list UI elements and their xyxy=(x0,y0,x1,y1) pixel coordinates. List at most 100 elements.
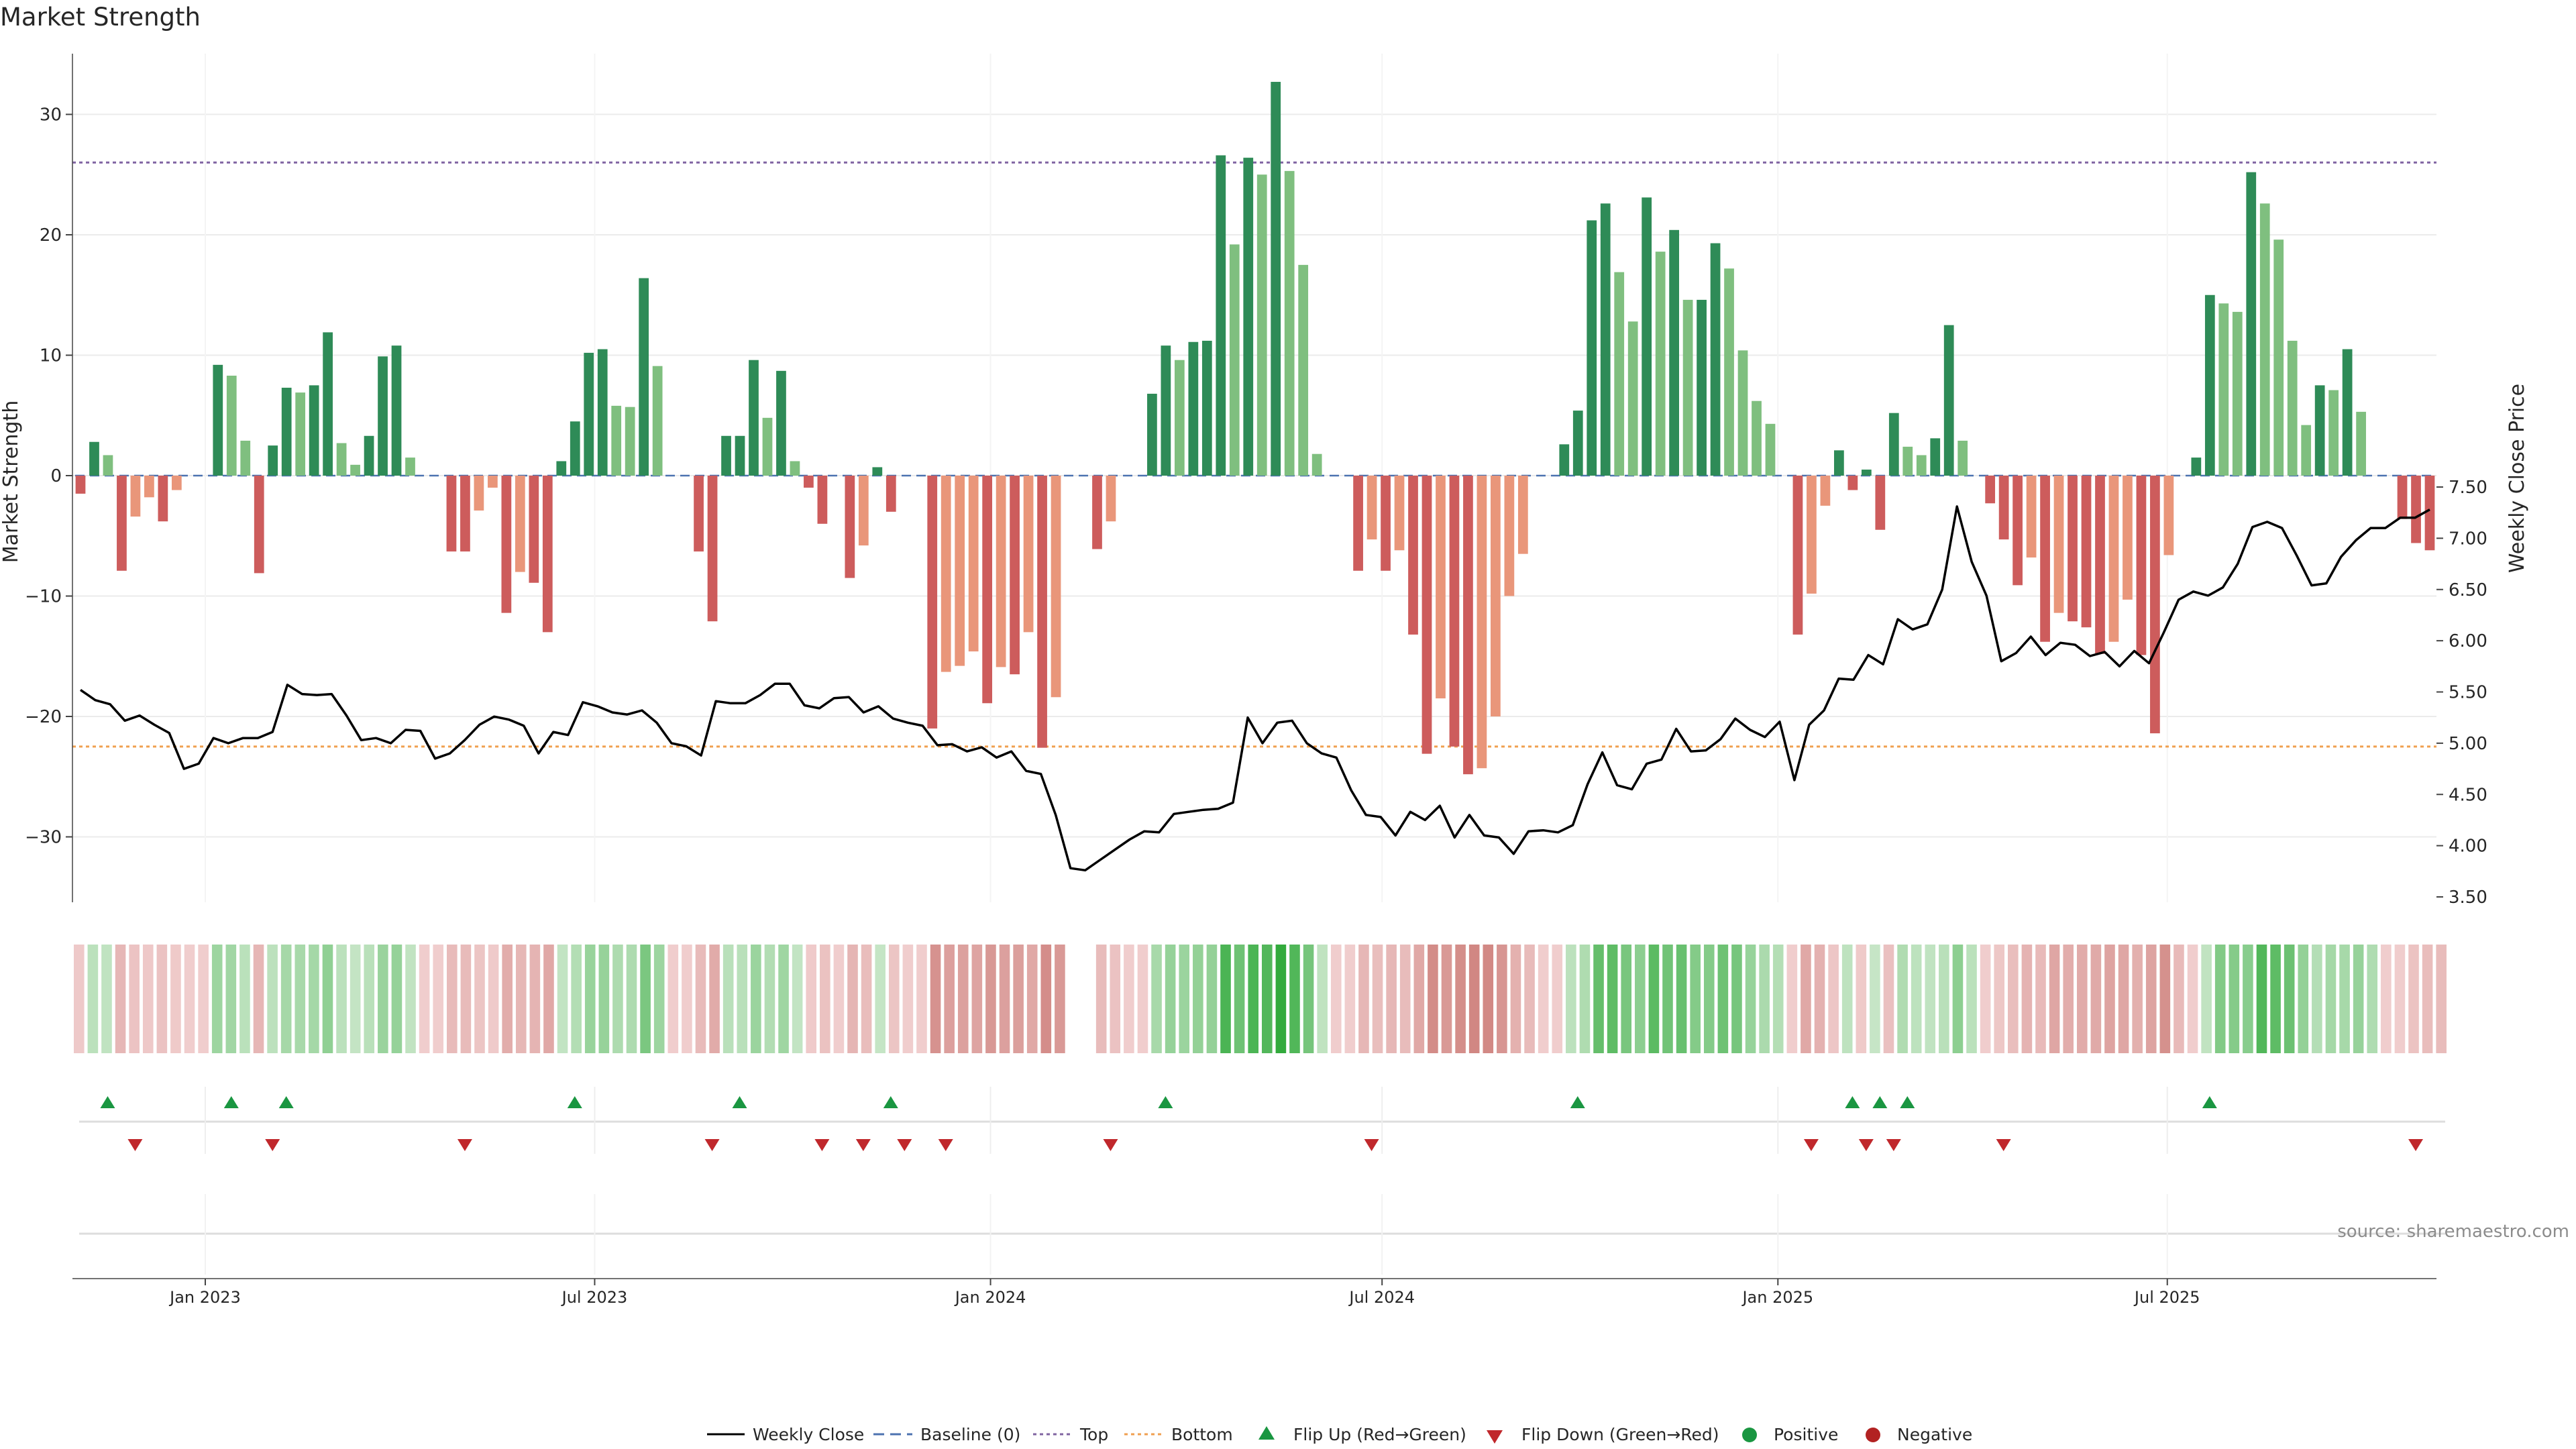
heat-cell xyxy=(1483,945,1494,1053)
strength-bar xyxy=(1820,476,1831,506)
right-y-axis: 7.50 7.00 6.50 6.00 5.50 5.00 4.50 4.00 3.50 xyxy=(2436,478,2487,908)
heat-cell xyxy=(930,945,941,1053)
heat-cell xyxy=(2049,945,2060,1053)
heat-cell xyxy=(2339,945,2350,1053)
strength-bar xyxy=(955,476,965,666)
heat-cell xyxy=(1289,945,1300,1053)
heat-cell xyxy=(2408,945,2419,1053)
strength-bar xyxy=(2411,476,2421,543)
heat-cell xyxy=(336,945,347,1053)
heat-cell xyxy=(557,945,568,1053)
heat-cell xyxy=(667,945,679,1053)
flip-down-icon xyxy=(1487,1430,1503,1444)
strength-bar xyxy=(158,476,168,522)
heat-cell xyxy=(2312,945,2322,1053)
legend-baseline: Baseline (0) xyxy=(920,1425,1020,1444)
strength-bar xyxy=(130,476,141,517)
flip-up-marker xyxy=(223,1096,239,1108)
strength-bar xyxy=(75,476,86,494)
strength-bar xyxy=(1216,155,1226,476)
heat-cell xyxy=(2021,945,2033,1053)
right-tick-label: 5.00 xyxy=(2449,734,2487,754)
strength-bar xyxy=(707,476,718,622)
heat-cell xyxy=(902,945,914,1053)
strength-bar xyxy=(2259,203,2270,476)
strength-bar xyxy=(1587,220,1597,476)
strength-bar xyxy=(1311,453,1322,476)
heat-cell xyxy=(350,945,361,1053)
heat-cell xyxy=(543,945,554,1053)
strength-bar xyxy=(749,360,759,476)
strength-bar xyxy=(1051,476,1061,698)
right-tick-label: 4.00 xyxy=(2449,837,2487,857)
strength-bar xyxy=(735,435,745,476)
flip-down-marker xyxy=(704,1139,720,1151)
strength-bar xyxy=(446,476,457,552)
strength-bar xyxy=(982,476,993,704)
strength-bar xyxy=(1174,360,1185,476)
strength-bar xyxy=(213,364,223,476)
flip-up-marker xyxy=(883,1096,898,1108)
heat-cell xyxy=(115,945,126,1053)
strength-bar xyxy=(117,476,127,571)
strength-bar xyxy=(652,366,663,476)
strength-bar xyxy=(2068,476,2078,622)
strength-bar xyxy=(996,476,1006,667)
left-axis-label: Market Strength xyxy=(0,400,23,563)
legend-bottom: Bottom xyxy=(1171,1425,1233,1444)
strength-bar xyxy=(529,476,539,583)
legend-weekly-close: Weekly Close xyxy=(753,1425,864,1444)
flip-up-marker xyxy=(1872,1096,1888,1108)
heat-cell xyxy=(184,945,195,1053)
heat-cell xyxy=(1841,945,1853,1053)
strength-bar xyxy=(2150,476,2160,734)
x-axis: Jan 2023 Jul 2023 Jan 2024 Jul 2024 Jan 2025… xyxy=(72,1278,2436,1307)
heat-cell xyxy=(1165,945,1176,1053)
strength-bar xyxy=(1421,476,1432,754)
heat-cell xyxy=(682,945,692,1053)
heat-cell xyxy=(1966,945,1977,1053)
heat-cell xyxy=(2256,945,2267,1053)
heat-cell xyxy=(1759,945,1770,1053)
strength-bar xyxy=(1765,423,1776,476)
heat-cell xyxy=(364,945,375,1053)
strength-bar xyxy=(597,349,608,476)
strength-bar xyxy=(1243,158,1254,476)
heat-cell xyxy=(1317,945,1328,1053)
strength-bar xyxy=(1834,450,1844,476)
x-tick-label: Jan 2025 xyxy=(1741,1288,1813,1307)
heat-cell xyxy=(1690,945,1701,1053)
chart-title: Market Strength xyxy=(0,3,201,32)
strength-bar xyxy=(1888,413,1899,476)
flip-markers-panel xyxy=(79,1087,2445,1154)
heat-cell xyxy=(2132,945,2143,1053)
heat-cell xyxy=(170,945,181,1053)
flip-down-marker xyxy=(1858,1139,1874,1151)
heat-cell xyxy=(2174,945,2184,1053)
heat-cell xyxy=(1856,945,1867,1053)
right-tick-label: 6.00 xyxy=(2449,631,2487,651)
strength-bar xyxy=(790,461,800,476)
heat-cell xyxy=(1026,945,1038,1053)
strength-heat-strip xyxy=(74,945,2447,1053)
right-tick-label: 4.50 xyxy=(2449,785,2487,805)
heat-cell xyxy=(709,945,720,1053)
strength-bar xyxy=(2136,476,2147,655)
heat-cell xyxy=(2214,945,2226,1053)
strength-bar xyxy=(2287,340,2298,476)
strength-bar xyxy=(323,332,333,476)
flip-up-icon xyxy=(1258,1426,1275,1440)
heat-cell xyxy=(433,945,444,1053)
strength-bar xyxy=(1559,444,1570,476)
heat-cell xyxy=(916,945,927,1053)
flip-down-marker xyxy=(1103,1139,1118,1151)
strength-bar xyxy=(762,417,773,476)
heat-cell xyxy=(1262,945,1273,1053)
strength-bar xyxy=(817,476,828,524)
heat-cell xyxy=(2145,945,2157,1053)
strength-bar xyxy=(1655,252,1666,476)
heat-cell xyxy=(722,945,734,1053)
flip-down-marker xyxy=(1803,1139,1819,1151)
strength-bar xyxy=(639,278,649,476)
